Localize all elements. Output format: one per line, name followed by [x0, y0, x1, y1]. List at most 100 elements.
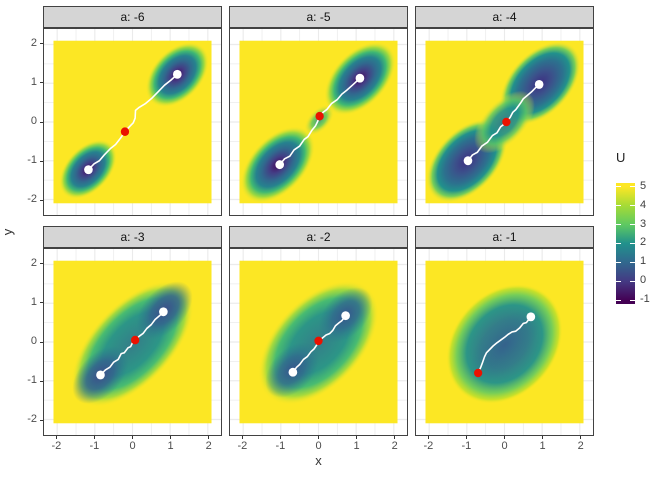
legend-tick-label: 3: [640, 217, 647, 230]
y-tick-mark: [40, 263, 43, 265]
y-tick-mark: [40, 341, 43, 343]
legend-tick-label: 1: [640, 255, 647, 268]
y-tick-label: 0: [30, 115, 37, 127]
facet-strip-label: a: -3: [120, 230, 145, 244]
legend-tick-mark: [616, 261, 621, 263]
heatmap-a-2: [230, 249, 407, 435]
facet-panel-a-3: [43, 248, 222, 436]
x-tick-label: 0: [129, 440, 136, 452]
facet-strip-a-3: a: -3: [43, 226, 222, 248]
x-tick-mark: [279, 436, 281, 439]
y-tick-label: -1: [27, 374, 37, 387]
heatmap-a-1: [416, 249, 593, 435]
facet-strip-label: a: -1: [492, 230, 517, 244]
facet-strip-label: a: -6: [120, 10, 145, 24]
legend-tick-label: 2: [640, 236, 647, 249]
x-tick-label: 2: [205, 440, 212, 452]
x-tick-label: 0: [501, 440, 508, 452]
x-tick-mark: [241, 436, 243, 439]
y-tick-label: -1: [27, 154, 37, 167]
legend-tick-mark: [616, 242, 621, 244]
y-tick-label: -2: [27, 193, 37, 206]
x-tick-label: 2: [391, 440, 398, 452]
legend-tick-mark: [616, 299, 621, 301]
heatmap-a-3: [44, 249, 221, 435]
y-tick-mark: [40, 199, 43, 201]
heatmap-a-5: [230, 29, 407, 215]
x-tick-mark: [394, 436, 396, 439]
legend-tick-mark: [630, 205, 635, 207]
facet-panel-a-1: [415, 248, 594, 436]
x-tick-mark: [132, 436, 133, 439]
y-axis-title: y: [0, 228, 15, 236]
y-tick-label: 1: [30, 75, 37, 88]
facet-strip-a-5: a: -5: [229, 6, 408, 28]
legend-tick-mark: [630, 224, 635, 226]
facet-strip-a-2: a: -2: [229, 226, 408, 248]
x-tick-label: -1: [89, 440, 100, 452]
legend-tick-label: 0: [640, 274, 647, 287]
legend-title: U: [616, 150, 626, 165]
facet-strip-a-6: a: -6: [43, 6, 222, 28]
y-tick-mark: [40, 121, 43, 123]
x-tick-label: -2: [51, 440, 62, 452]
y-tick-label: 2: [30, 256, 37, 269]
x-tick-label: 1: [539, 440, 546, 452]
y-tick-mark: [40, 82, 43, 84]
x-tick-mark: [356, 436, 358, 439]
heatmap-a-6: [44, 29, 221, 215]
x-tick-label: -1: [461, 440, 472, 452]
x-tick-mark: [318, 436, 319, 439]
x-tick-label: 2: [577, 440, 584, 452]
x-tick-mark: [427, 436, 429, 439]
facet-panel-a-4: [415, 28, 594, 216]
x-tick-label: 1: [353, 440, 360, 452]
x-tick-mark: [542, 436, 544, 439]
legend-tick-mark: [630, 242, 635, 244]
y-tick-label: 0: [30, 335, 37, 347]
x-axis-title: x: [315, 453, 322, 468]
x-tick-label: 0: [315, 440, 322, 452]
y-tick-label: -2: [27, 413, 37, 426]
facet-panel-a-2: [229, 248, 408, 436]
x-tick-mark: [93, 436, 95, 439]
x-tick-label: -1: [275, 440, 286, 452]
y-tick-mark: [40, 419, 43, 421]
legend-colorbar: [616, 183, 635, 304]
legend-tick-mark: [630, 280, 635, 282]
y-tick-mark: [40, 380, 43, 382]
legend-tick-label: 5: [640, 179, 647, 192]
legend-tick-mark: [630, 299, 635, 301]
facet-strip-a-4: a: -4: [415, 6, 594, 28]
x-tick-mark: [580, 436, 582, 439]
facet-strip-a-1: a: -1: [415, 226, 594, 248]
y-tick-label: 1: [30, 295, 37, 308]
facet-strip-label: a: -5: [306, 10, 331, 24]
legend-tick-mark: [630, 261, 635, 263]
legend-tick-mark: [616, 224, 621, 226]
x-tick-label: 1: [167, 440, 174, 452]
legend-tick-mark: [616, 280, 621, 282]
x-tick-mark: [208, 436, 210, 439]
facet-panel-a-6: [43, 28, 222, 216]
x-tick-mark: [465, 436, 467, 439]
y-tick-mark: [40, 302, 43, 304]
facet-strip-label: a: -4: [492, 10, 517, 24]
y-tick-mark: [40, 43, 43, 45]
x-tick-label: -2: [237, 440, 248, 452]
legend-tick-label: -1: [640, 293, 650, 306]
heatmap-a-4: [416, 29, 593, 215]
legend-tick-mark: [630, 186, 635, 188]
x-tick-label: -2: [423, 440, 434, 452]
legend-tick-mark: [616, 186, 621, 188]
x-tick-mark: [55, 436, 57, 439]
y-tick-mark: [40, 160, 43, 162]
x-tick-mark: [170, 436, 172, 439]
x-tick-mark: [504, 436, 505, 439]
facet-panel-a-5: [229, 28, 408, 216]
y-tick-label: 2: [30, 36, 37, 49]
facet-strip-label: a: -2: [306, 230, 331, 244]
legend-tick-label: 4: [640, 198, 647, 211]
legend-tick-mark: [616, 205, 621, 207]
